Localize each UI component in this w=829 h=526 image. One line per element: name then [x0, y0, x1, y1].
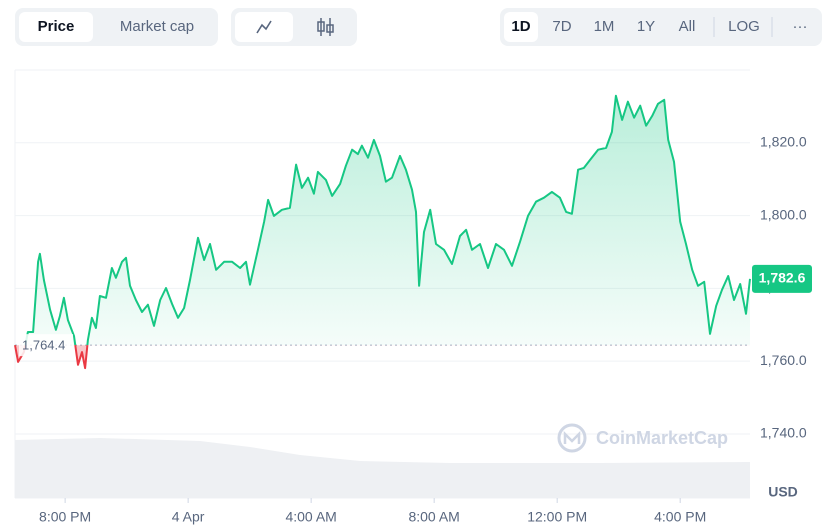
y-tick-label: 1,760.0 [760, 352, 807, 368]
line-icon [256, 20, 272, 34]
last-price-label: 1,782.6 [759, 270, 806, 286]
reference-label: 1,764.4 [22, 338, 65, 353]
plot: 1,740.01,760.01,780.01,800.01,820.08:00 … [14, 94, 812, 525]
more-button[interactable]: ··· [793, 18, 808, 35]
price-line [14, 94, 751, 346]
range-toggle: 1D 7D 1M 1Y All LOG ··· [500, 8, 822, 46]
y-tick-label: 1,800.0 [760, 206, 807, 222]
range-button[interactable]: 7D [552, 18, 571, 35]
y-tick-label: 1,820.0 [760, 133, 807, 149]
watermark-text: CoinMarketCap [596, 428, 728, 448]
reference-badge [19, 334, 73, 357]
volume-area [15, 438, 750, 498]
range-button[interactable]: 1Y [637, 18, 655, 35]
chart-style-toggle [231, 8, 357, 46]
x-tick-label: 8:00 PM [39, 509, 91, 525]
watermark: CoinMarketCap [557, 423, 728, 453]
range-button[interactable]: 1M [594, 18, 615, 35]
log-button[interactable]: LOG [728, 18, 760, 35]
x-tick-label: 4:00 AM [285, 509, 336, 525]
range-selected[interactable] [504, 12, 538, 42]
metric-toggle: Price Market cap [15, 8, 218, 46]
range-button[interactable]: 1D [511, 18, 530, 35]
x-tick-label: 12:00 PM [527, 509, 587, 525]
y-tick-label: 1,740.0 [760, 425, 807, 441]
area-above [15, 95, 750, 346]
x-tick-label: 4 Apr [172, 509, 205, 525]
metric-button[interactable]: Market cap [120, 18, 194, 35]
last-price-badge [752, 264, 812, 293]
candle-icon[interactable] [317, 18, 334, 36]
x-tick-label: 4:00 PM [654, 509, 706, 525]
metric-button[interactable]: Price [38, 18, 75, 35]
range-button[interactable]: All [679, 18, 696, 35]
currency-label: USD [768, 484, 798, 500]
x-tick-label: 8:00 AM [408, 509, 459, 525]
metric-selected[interactable] [19, 12, 93, 42]
